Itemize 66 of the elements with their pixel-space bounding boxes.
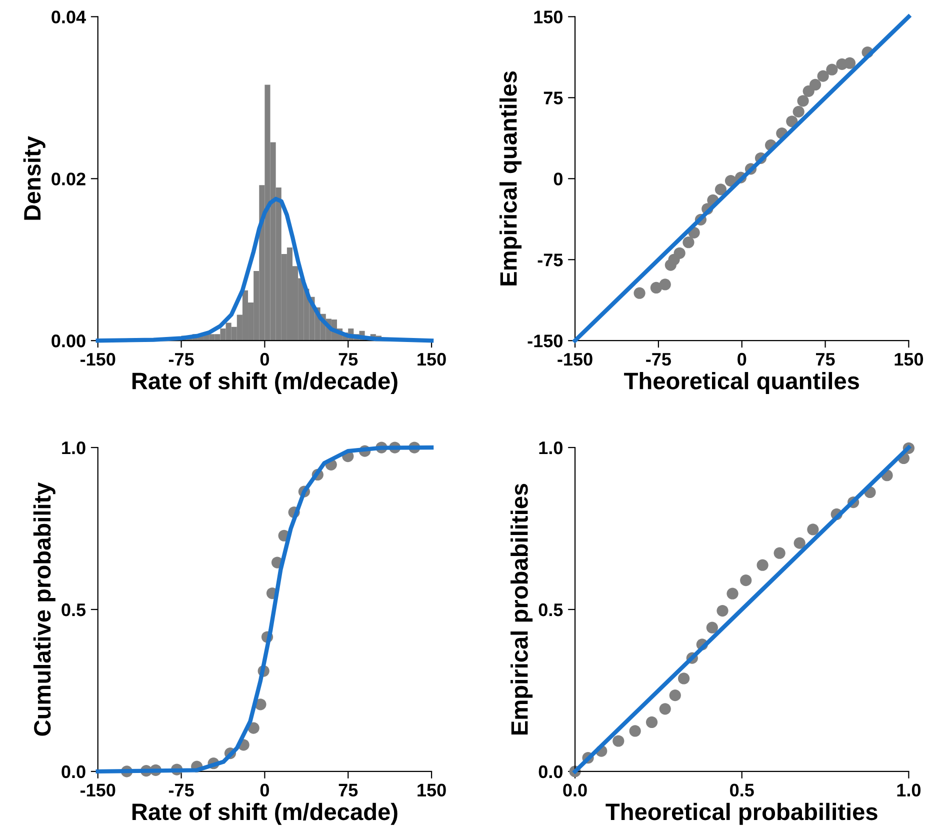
- x-tick-label: 150: [418, 784, 446, 797]
- point: [726, 588, 738, 600]
- point: [826, 64, 838, 76]
- x-tick-label: 75: [816, 353, 835, 366]
- point: [794, 537, 806, 549]
- y-tick-label: 150: [534, 10, 562, 24]
- point: [678, 672, 690, 684]
- x-tick-label: -75: [168, 784, 194, 797]
- y-tick-label: 0.5: [538, 603, 563, 616]
- y-axis-title: Empirical quantiles: [500, 71, 522, 286]
- point: [797, 95, 809, 107]
- point: [659, 703, 671, 715]
- point: [629, 725, 641, 737]
- point: [682, 236, 694, 248]
- point: [807, 524, 819, 536]
- x-tick-label: -150: [558, 352, 592, 366]
- point: [792, 106, 804, 118]
- y-axis-title: Cumulative probability: [33, 482, 56, 736]
- point: [756, 559, 768, 571]
- point: [774, 547, 786, 559]
- x-tick-label: -75: [168, 353, 194, 366]
- x-tick-label: 150: [418, 352, 446, 366]
- x-tick-label: 0: [260, 784, 269, 797]
- y-tick-label: 75: [544, 92, 563, 104]
- y-tick-label: 1.0: [62, 441, 86, 454]
- point: [809, 78, 822, 91]
- point: [714, 184, 727, 196]
- y-tick-label: 0.04: [52, 10, 86, 24]
- x-tick-label: -150: [80, 784, 116, 797]
- y-tick-label: -150: [528, 334, 562, 348]
- y-tick-label: 0.5: [62, 603, 86, 616]
- x-axis-title: Theoretical quantiles: [624, 372, 859, 394]
- point: [786, 116, 798, 128]
- point: [674, 247, 686, 259]
- y-tick-label: 0: [554, 172, 562, 186]
- x-axis-title: Rate of shift (m/decade): [132, 372, 398, 394]
- x-tick-label: 75: [338, 784, 358, 797]
- point: [740, 574, 752, 586]
- y-axis-title: Density: [23, 136, 46, 220]
- y-tick-label: 0.0: [62, 765, 86, 778]
- x-tick-label: 1.0: [897, 784, 921, 797]
- x-axis-title: Theoretical probabilities: [606, 802, 878, 825]
- point: [659, 278, 671, 290]
- y-axis-title: Empirical probabilities: [510, 484, 533, 735]
- point: [634, 287, 646, 299]
- point: [817, 70, 829, 82]
- x-tick-label: 0.5: [730, 784, 754, 797]
- y-tick-label: 0.0: [538, 765, 562, 778]
- point: [844, 57, 856, 69]
- y-tick-label: 0.02: [52, 172, 86, 186]
- x-tick-label: 0: [260, 352, 269, 366]
- x-tick-label: 0.0: [563, 784, 587, 797]
- x-tick-label: -75: [646, 353, 671, 366]
- x-axis-title: Rate of shift (m/decade): [132, 802, 398, 825]
- x-tick-label: -150: [80, 352, 116, 366]
- point: [669, 690, 681, 702]
- point: [716, 604, 728, 617]
- point: [706, 622, 718, 634]
- x-tick-label: 75: [338, 353, 358, 366]
- x-tick-label: 0: [738, 352, 746, 366]
- y-tick-label: 0.00: [52, 334, 86, 348]
- x-tick-label: 150: [894, 352, 924, 366]
- point: [612, 735, 624, 747]
- y-tick-label: -75: [538, 254, 563, 266]
- y-tick-label: 1.0: [539, 441, 562, 454]
- point: [646, 716, 658, 728]
